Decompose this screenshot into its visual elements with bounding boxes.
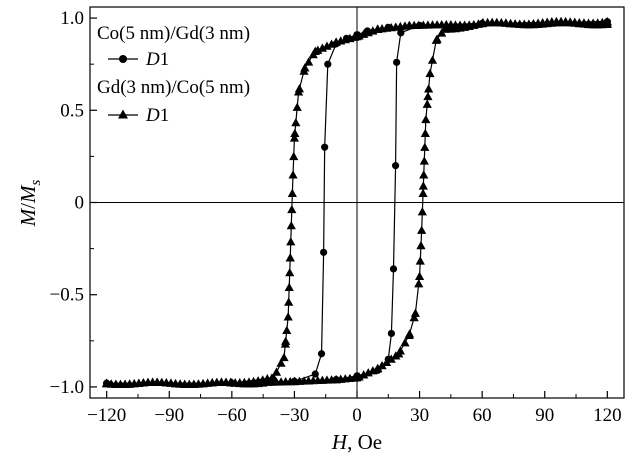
- data-point-circle-s0: [324, 60, 332, 68]
- data-point-triangle-s1: [425, 68, 435, 78]
- data-point-triangle-s1: [300, 63, 310, 72]
- y-axis-title-slash: /: [16, 203, 40, 209]
- x-tick-label: −30: [280, 405, 310, 426]
- x-tick-label: 90: [535, 405, 554, 426]
- legend-label-1: D1: [145, 49, 169, 70]
- data-point-triangle-s1: [287, 188, 297, 197]
- y-tick-label: −0.5: [50, 285, 84, 306]
- x-tick-label: 0: [352, 405, 362, 426]
- data-point-triangle-s1: [417, 207, 427, 216]
- data-point-triangle-s1: [286, 220, 296, 230]
- data-point-triangle-s1: [422, 99, 432, 108]
- data-point-triangle-s1: [421, 114, 431, 124]
- data-point-triangle-s1: [285, 267, 295, 277]
- data-point-triangle-s1: [289, 151, 299, 161]
- legend-label-2: D1: [145, 105, 169, 126]
- data-point-triangle-s1: [420, 142, 430, 151]
- data-point-triangle-s1: [286, 237, 296, 246]
- data-point-triangle-s1: [284, 297, 294, 306]
- x-axis-title-unit: , Oe: [347, 430, 382, 454]
- data-point-triangle-s1: [386, 354, 396, 363]
- data-point-triangle-s1: [377, 360, 387, 370]
- legend-label-2-num: 1: [160, 105, 170, 126]
- data-point-triangle-s1: [418, 181, 428, 190]
- data-point-triangle-s1: [414, 271, 425, 280]
- data-point-circle-s0: [321, 143, 329, 151]
- x-axis-title-var: H: [331, 430, 349, 454]
- legend-heading-2: Gd(3 nm)/Co(5 nm): [97, 77, 250, 98]
- data-point-triangle-s1: [291, 117, 301, 127]
- y-axis-title: M/Ms: [16, 180, 44, 228]
- x-tick-label: −90: [154, 405, 184, 426]
- data-point-circle-s0: [391, 162, 400, 170]
- data-point-triangle-s1: [382, 357, 392, 366]
- y-tick-label: 0.5: [60, 100, 84, 121]
- data-point-triangle-s1: [415, 256, 425, 265]
- data-point-triangle-s1: [404, 329, 415, 338]
- data-point-triangle-s1: [304, 57, 314, 66]
- data-point-triangle-s1: [419, 170, 429, 179]
- ticks-layer: −120 −90 −60 −30 0 30 60 90 120 −1.0 −0.5 0 0.5 1.0: [50, 8, 622, 426]
- data-point-circle-s0: [393, 58, 401, 66]
- data-point-triangle-s1: [410, 308, 421, 317]
- legend-marker-circle: [119, 55, 127, 63]
- legend: Co(5 nm)/Gd(3 nm) D1 Gd(3 nm)/Co(5 nm) D…: [97, 23, 250, 126]
- data-point-circle-s0: [389, 265, 398, 273]
- data-point-triangle-s1: [284, 282, 294, 292]
- data-point-triangle-s1: [289, 133, 300, 142]
- data-point-triangle-s1: [424, 84, 434, 93]
- data-point-triangle-s1: [279, 352, 289, 362]
- data-point-triangle-s1: [419, 156, 429, 165]
- data-point-triangle-s1: [373, 363, 383, 373]
- y-axis-title-ms: M: [16, 184, 40, 204]
- y-axis-title-m: M: [16, 207, 40, 227]
- data-point-triangle-s1: [276, 358, 286, 367]
- data-point-triangle-s1: [423, 91, 433, 101]
- data-point-triangle-s1: [420, 128, 430, 138]
- y-tick-label: 1.0: [60, 8, 84, 29]
- legend-label-2-var: D: [145, 105, 160, 126]
- data-point-triangle-s1: [416, 240, 426, 250]
- x-tick-label: 120: [593, 405, 622, 426]
- data-point-triangle-s1: [400, 338, 410, 347]
- data-point-circle-s0: [317, 350, 326, 358]
- data-point-triangle-s1: [280, 339, 290, 348]
- data-point-triangle-s1: [290, 128, 300, 138]
- x-tick-label: 30: [410, 405, 429, 426]
- x-tick-label: −60: [217, 405, 247, 426]
- x-tick-label: −120: [87, 405, 126, 426]
- data-point-triangle-s1: [418, 188, 428, 197]
- y-tick-label: −1.0: [50, 377, 84, 398]
- data-point-triangle-s1: [271, 367, 282, 376]
- data-point-triangle-s1: [395, 346, 405, 355]
- plot-layer: [90, 7, 624, 398]
- y-axis-title-sub: s: [28, 180, 44, 186]
- data-point-triangle-s1: [285, 253, 295, 262]
- data-point-triangle-s1: [292, 102, 302, 111]
- x-axis-title: H, Oe: [331, 430, 382, 454]
- legend-label-1-var: D: [145, 49, 160, 70]
- data-point-circle-s0: [387, 329, 396, 338]
- data-point-triangle-s1: [414, 279, 424, 288]
- x-tick-label: 60: [473, 405, 492, 426]
- data-point-triangle-s1: [432, 34, 442, 43]
- legend-heading-1: Co(5 nm)/Gd(3 nm): [97, 23, 250, 44]
- data-point-triangle-s1: [287, 204, 297, 214]
- data-point-triangle-s1: [283, 312, 293, 321]
- data-point-circle-s0: [320, 248, 328, 256]
- data-point-circle-s0: [397, 29, 405, 37]
- data-point-triangle-s1: [427, 55, 438, 64]
- data-point-triangle-s1: [282, 325, 292, 335]
- data-point-triangle-s1: [602, 16, 612, 26]
- data-point-triangle-s1: [409, 312, 419, 322]
- legend-label-1-num: 1: [160, 49, 170, 70]
- data-point-circle-s0: [311, 370, 319, 378]
- data-point-triangle-s1: [294, 84, 305, 93]
- y-tick-label: 0: [75, 193, 85, 214]
- data-point-triangle-s1: [417, 225, 427, 234]
- data-point-triangle-s1: [288, 170, 298, 179]
- legend-marker-triangle: [118, 109, 128, 119]
